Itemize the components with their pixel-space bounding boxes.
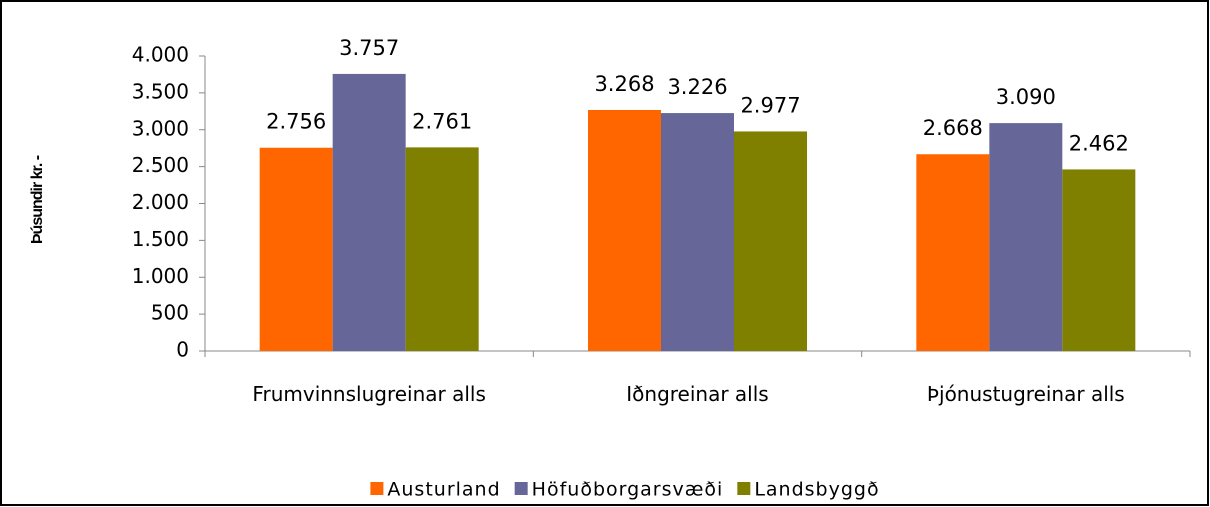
y-axis-title: Þúsundir kr. - [29,155,46,244]
bar [661,113,734,352]
y-tick-label: 0 [176,338,189,362]
y-tick-label: 500 [151,301,189,325]
data-label: 3.268 [594,72,654,96]
legend-swatch [737,482,751,495]
y-tick-label: 3.500 [132,79,189,103]
y-tick-label: 3.000 [132,116,189,140]
legend-label: Austurland [387,479,500,501]
x-tick-label: Þjónustugreinar alls [926,382,1125,406]
bar [405,147,479,351]
x-tick-label: Frumvinnslugreinar alls [252,382,486,406]
y-tick-label: 1.500 [132,227,189,251]
bar [989,123,1063,351]
legend-swatch [370,482,384,495]
bar [916,154,990,351]
data-label: 2.462 [1069,131,1129,155]
legend-swatch [514,482,528,495]
y-tick-label: 2.000 [132,190,189,214]
data-label: 2.756 [266,110,326,134]
data-label: 3.226 [667,75,727,99]
bar [734,131,807,351]
y-tick-label: 1.000 [132,264,189,288]
legend-label: Höfuðborgarsvæði [532,479,724,501]
data-label: 2.761 [412,109,472,133]
bar [1062,169,1136,351]
data-label: 2.977 [740,93,800,117]
y-tick-label: 2.500 [132,153,189,177]
y-tick-label: 4.000 [132,43,189,67]
data-label: 3.757 [339,36,399,60]
bar [259,147,333,351]
x-tick-label: Iðngreinar alls [626,382,769,406]
data-label: 3.090 [996,85,1056,109]
data-label: 2.668 [923,116,983,140]
bar [332,73,406,351]
bar [588,109,661,351]
legend-label: Landsbyggð [754,479,879,501]
